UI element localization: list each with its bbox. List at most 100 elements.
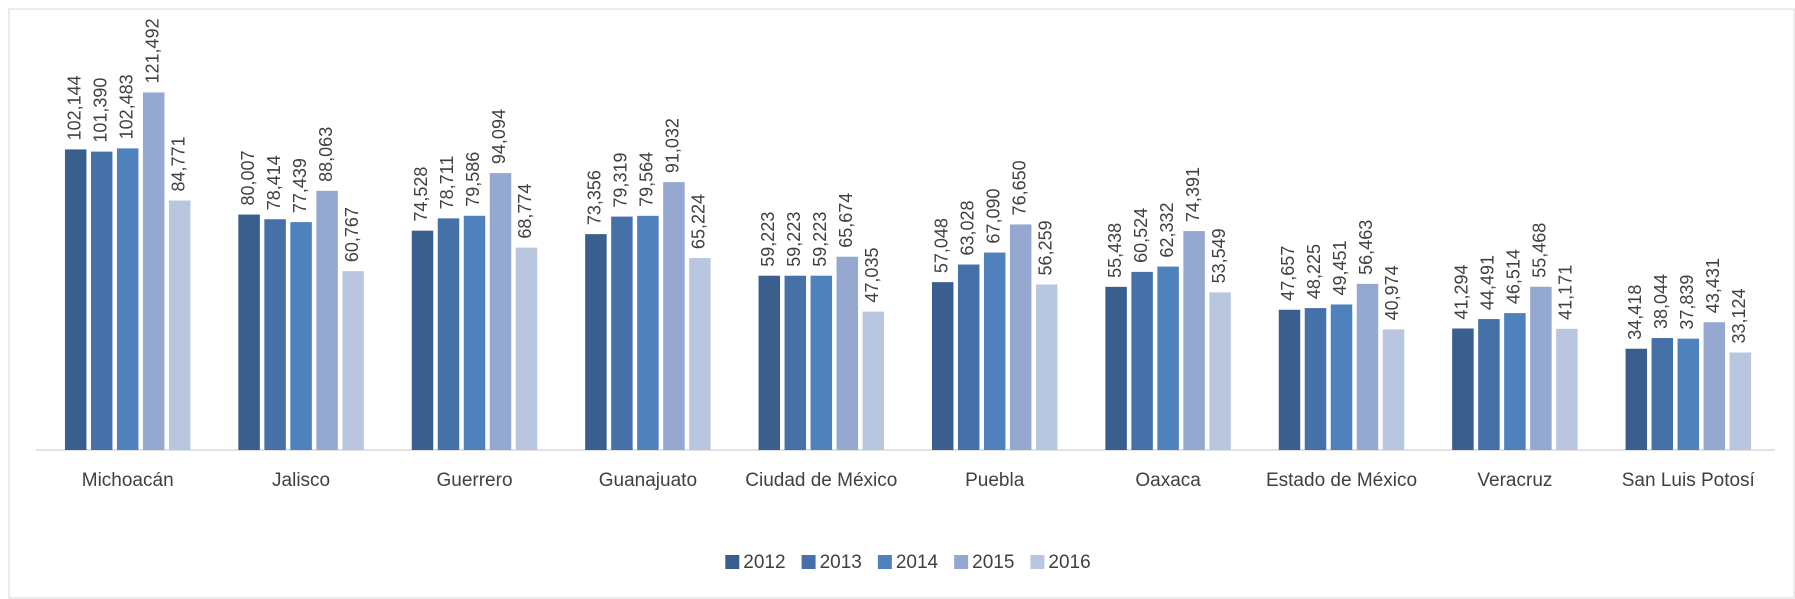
bar bbox=[64, 149, 87, 451]
bar bbox=[1504, 313, 1526, 450]
bar bbox=[1729, 352, 1752, 450]
x-tick-label: Jalisco bbox=[272, 470, 330, 491]
bar bbox=[585, 234, 607, 450]
bar bbox=[463, 215, 486, 450]
bar bbox=[810, 275, 833, 450]
bar bbox=[437, 218, 460, 450]
value-label: 102,483 bbox=[116, 74, 136, 139]
value-label: 63,028 bbox=[957, 200, 977, 255]
bar bbox=[142, 92, 165, 450]
bar bbox=[168, 200, 191, 450]
x-tick-label: San Luis Potosí bbox=[1622, 470, 1756, 491]
x-tick-label: Ciudad de México bbox=[745, 470, 897, 491]
bar bbox=[1556, 328, 1578, 450]
value-label: 34,418 bbox=[1625, 285, 1645, 340]
value-label: 56,259 bbox=[1035, 220, 1055, 275]
value-label: 94,094 bbox=[489, 109, 509, 164]
value-label: 47,657 bbox=[1278, 246, 1298, 301]
value-label: 59,223 bbox=[784, 212, 804, 267]
legend-swatch bbox=[801, 555, 816, 569]
bar bbox=[1209, 292, 1231, 450]
bar bbox=[663, 182, 685, 450]
x-tick-label: Estado de México bbox=[1266, 470, 1417, 491]
bar bbox=[784, 275, 807, 450]
legend: 2012 2013 2014 2015 2016 bbox=[725, 552, 1091, 573]
bar bbox=[1478, 319, 1500, 450]
bar bbox=[1356, 283, 1379, 450]
value-label: 46,514 bbox=[1504, 249, 1524, 304]
bar bbox=[1330, 304, 1353, 450]
value-label: 74,528 bbox=[411, 167, 431, 222]
legend-swatch bbox=[877, 555, 892, 569]
legend-label: 2016 bbox=[1048, 552, 1090, 573]
value-label: 121,492 bbox=[142, 18, 162, 83]
value-label: 33,124 bbox=[1729, 288, 1749, 343]
bar bbox=[1278, 309, 1301, 450]
value-label: 57,048 bbox=[931, 218, 951, 273]
value-label: 55,468 bbox=[1530, 223, 1550, 278]
legend-label: 2014 bbox=[896, 552, 939, 573]
value-label: 48,225 bbox=[1304, 244, 1324, 299]
bar bbox=[316, 190, 338, 450]
bar bbox=[611, 216, 633, 450]
bar bbox=[1530, 286, 1552, 450]
value-label: 88,063 bbox=[316, 127, 336, 182]
value-label: 102,144 bbox=[64, 75, 84, 140]
value-label: 79,564 bbox=[637, 152, 657, 207]
value-label: 55,438 bbox=[1105, 223, 1125, 278]
legend-label: 2012 bbox=[743, 552, 785, 573]
value-label: 77,439 bbox=[290, 158, 310, 213]
value-label: 76,650 bbox=[1009, 160, 1029, 215]
value-label: 65,674 bbox=[836, 193, 856, 248]
x-tick-label: Guanajuato bbox=[599, 470, 697, 491]
bar bbox=[862, 311, 885, 450]
legend-swatch bbox=[954, 555, 969, 569]
value-label: 43,431 bbox=[1703, 258, 1723, 313]
legend-swatch bbox=[725, 555, 740, 569]
value-label: 74,391 bbox=[1183, 167, 1203, 222]
x-tick-label: Guerrero bbox=[436, 470, 512, 491]
value-label: 78,711 bbox=[437, 156, 457, 210]
x-tick-label: Oaxaca bbox=[1135, 470, 1201, 491]
bar bbox=[1105, 286, 1127, 450]
bar bbox=[957, 264, 980, 450]
bar bbox=[264, 219, 286, 450]
bar bbox=[1382, 329, 1405, 450]
value-label: 60,767 bbox=[342, 207, 362, 262]
bar bbox=[983, 252, 1006, 450]
bar bbox=[931, 282, 954, 450]
bar bbox=[489, 173, 512, 451]
bar bbox=[411, 230, 434, 450]
value-label: 67,090 bbox=[983, 189, 1003, 244]
x-tick-label: Michoacán bbox=[82, 470, 174, 491]
bar bbox=[1651, 338, 1674, 450]
value-label: 41,171 bbox=[1556, 265, 1576, 320]
legend-label: 2013 bbox=[820, 552, 862, 573]
value-label: 78,414 bbox=[264, 155, 284, 210]
value-label: 91,032 bbox=[663, 118, 683, 173]
value-label: 41,294 bbox=[1452, 264, 1472, 319]
bar bbox=[116, 148, 139, 450]
bar bbox=[1131, 271, 1153, 450]
value-label: 53,549 bbox=[1209, 228, 1229, 283]
value-label: 49,451 bbox=[1330, 240, 1350, 295]
value-label: 65,224 bbox=[689, 194, 709, 249]
bar bbox=[1452, 328, 1474, 450]
value-label: 56,463 bbox=[1356, 220, 1376, 275]
bar bbox=[515, 247, 538, 450]
value-label: 38,044 bbox=[1651, 274, 1671, 329]
value-label: 59,223 bbox=[810, 212, 830, 267]
value-label: 60,524 bbox=[1131, 208, 1151, 263]
value-label: 37,839 bbox=[1677, 275, 1697, 330]
bar bbox=[342, 271, 364, 450]
value-label: 62,332 bbox=[1157, 203, 1177, 258]
bar bbox=[1183, 231, 1205, 450]
value-label: 101,390 bbox=[90, 78, 110, 143]
value-label: 79,586 bbox=[463, 152, 483, 207]
bar bbox=[758, 275, 781, 450]
value-label: 68,774 bbox=[515, 184, 535, 239]
bar bbox=[637, 215, 659, 450]
bar bbox=[1009, 224, 1032, 450]
value-label: 79,319 bbox=[611, 153, 631, 208]
